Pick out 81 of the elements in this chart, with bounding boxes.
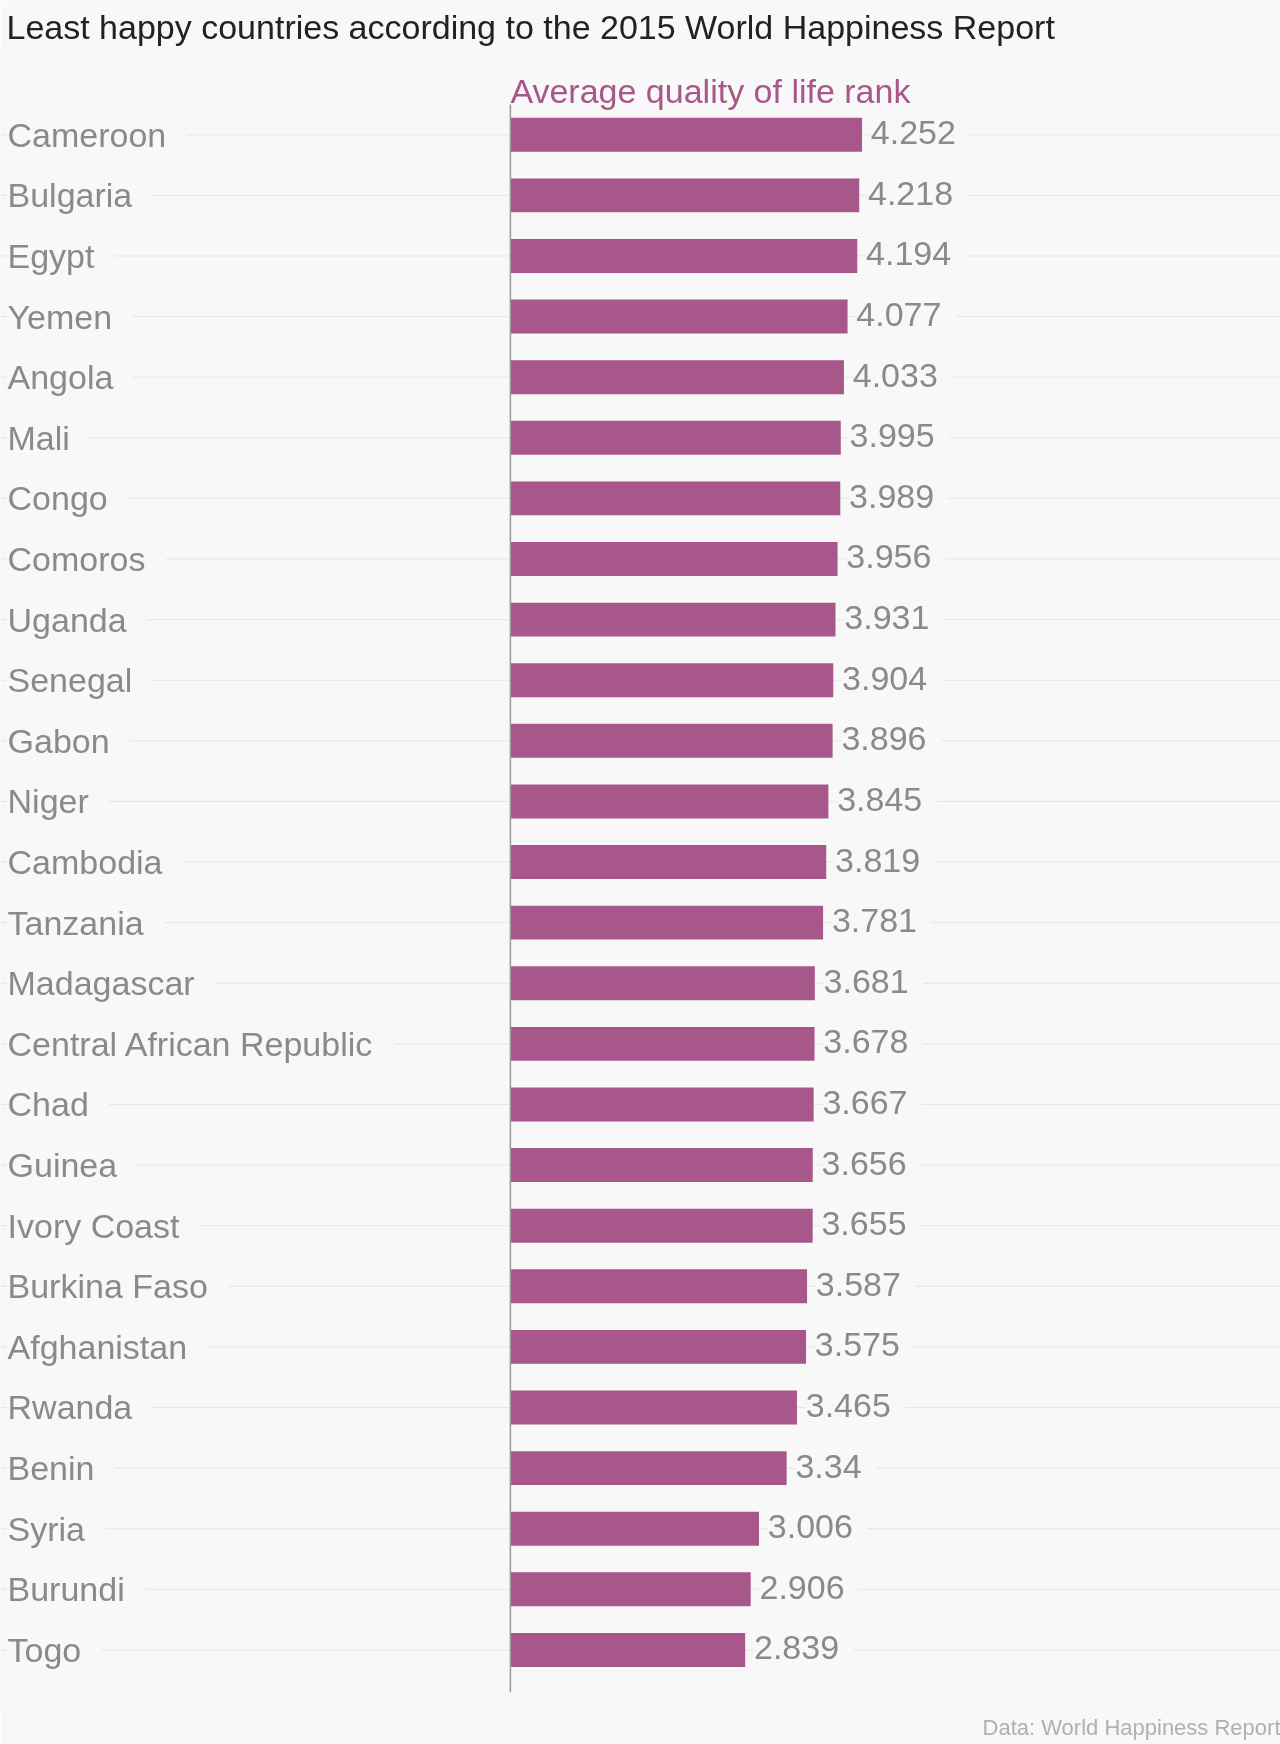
bar <box>510 1511 759 1546</box>
data-label: 2.839 <box>753 1628 840 1667</box>
bar <box>510 905 824 940</box>
bar <box>510 360 844 395</box>
data-label: 3.34 <box>795 1446 862 1485</box>
bar <box>510 1087 814 1122</box>
data-label: 2.906 <box>759 1567 845 1606</box>
bar <box>510 1269 808 1304</box>
data-label: 3.656 <box>821 1143 907 1182</box>
bar <box>510 1632 746 1667</box>
data-label: 3.655 <box>821 1204 907 1243</box>
bar <box>510 481 841 516</box>
y-tick-label: Ivory Coast <box>7 1206 181 1245</box>
y-tick-label: Comoros <box>7 539 146 578</box>
y-tick-label: Burundi <box>7 1570 125 1609</box>
bar <box>510 966 815 1001</box>
bar <box>510 238 858 273</box>
y-tick-label: Syria <box>7 1509 86 1548</box>
chart-title: Least happy countries according to the 2015 World Happiness Report <box>6 7 1056 46</box>
y-tick-label: Cambodia <box>7 843 163 882</box>
data-label: 3.931 <box>844 598 930 637</box>
data-label: 3.781 <box>831 901 917 940</box>
data-label: 3.006 <box>767 1507 853 1546</box>
y-tick-label: Benin <box>7 1449 95 1488</box>
data-label: 4.077 <box>856 295 942 334</box>
data-label: 4.033 <box>852 355 938 394</box>
bar <box>510 420 841 455</box>
bar <box>510 542 838 576</box>
x-axis-title: Average quality of life rank <box>510 72 912 111</box>
bar <box>510 723 833 758</box>
bar <box>510 845 827 879</box>
data-label: 3.956 <box>846 537 932 576</box>
bar <box>510 1390 797 1425</box>
y-tick-label: Tanzania <box>7 903 144 942</box>
y-tick-label: Central African Republic <box>7 1024 373 1063</box>
data-label: 4.218 <box>868 173 954 212</box>
y-tick-label: Niger <box>7 782 89 821</box>
data-label: 3.995 <box>849 416 935 455</box>
bar <box>510 1026 815 1061</box>
data-label: 3.575 <box>814 1325 900 1364</box>
bar <box>510 178 860 213</box>
y-tick-label: Cameroon <box>7 115 167 154</box>
bar <box>510 1572 751 1607</box>
data-label: 3.465 <box>805 1385 891 1424</box>
data-label: 4.194 <box>866 234 952 273</box>
data-label: 3.678 <box>823 1022 909 1061</box>
y-tick-label: Angola <box>7 358 114 397</box>
y-tick-label: Congo <box>7 479 108 518</box>
data-label: 3.667 <box>822 1082 908 1121</box>
y-tick-label: Egypt <box>7 236 96 275</box>
y-tick-label: Senegal <box>7 661 133 700</box>
bar <box>510 117 863 152</box>
y-tick-label: Chad <box>7 1085 89 1124</box>
data-label: 3.681 <box>823 961 909 1000</box>
y-tick-label: Guinea <box>7 1146 118 1185</box>
text: Data: World Happiness Report <box>982 1714 1280 1740</box>
data-label: 3.819 <box>835 840 921 879</box>
bar <box>510 1451 787 1486</box>
data-label: 3.845 <box>837 779 923 818</box>
y-tick-label: Madagascar <box>7 964 195 1003</box>
data-label: 4.252 <box>870 113 956 152</box>
bar <box>510 1329 807 1364</box>
y-tick-label: Rwanda <box>7 1388 133 1427</box>
y-tick-label: Yemen <box>7 297 113 336</box>
bar <box>510 299 848 334</box>
y-tick-label: Uganda <box>7 600 127 639</box>
y-tick-label: Bulgaria <box>7 176 133 215</box>
y-tick-label: Afghanistan <box>7 1327 188 1366</box>
data-label: 3.904 <box>842 658 928 697</box>
bar <box>510 663 834 698</box>
y-tick-label: Mali <box>7 418 70 457</box>
bar <box>510 602 836 637</box>
y-tick-label: Gabon <box>7 721 110 760</box>
bar <box>510 1208 813 1243</box>
y-tick-label: Burkina Faso <box>7 1267 208 1306</box>
data-label: 3.896 <box>841 719 927 758</box>
y-tick-label: Togo <box>7 1630 82 1669</box>
data-label: 3.989 <box>849 476 935 515</box>
data-label: 3.587 <box>815 1264 901 1303</box>
bar <box>510 784 829 819</box>
bar <box>510 1148 813 1183</box>
